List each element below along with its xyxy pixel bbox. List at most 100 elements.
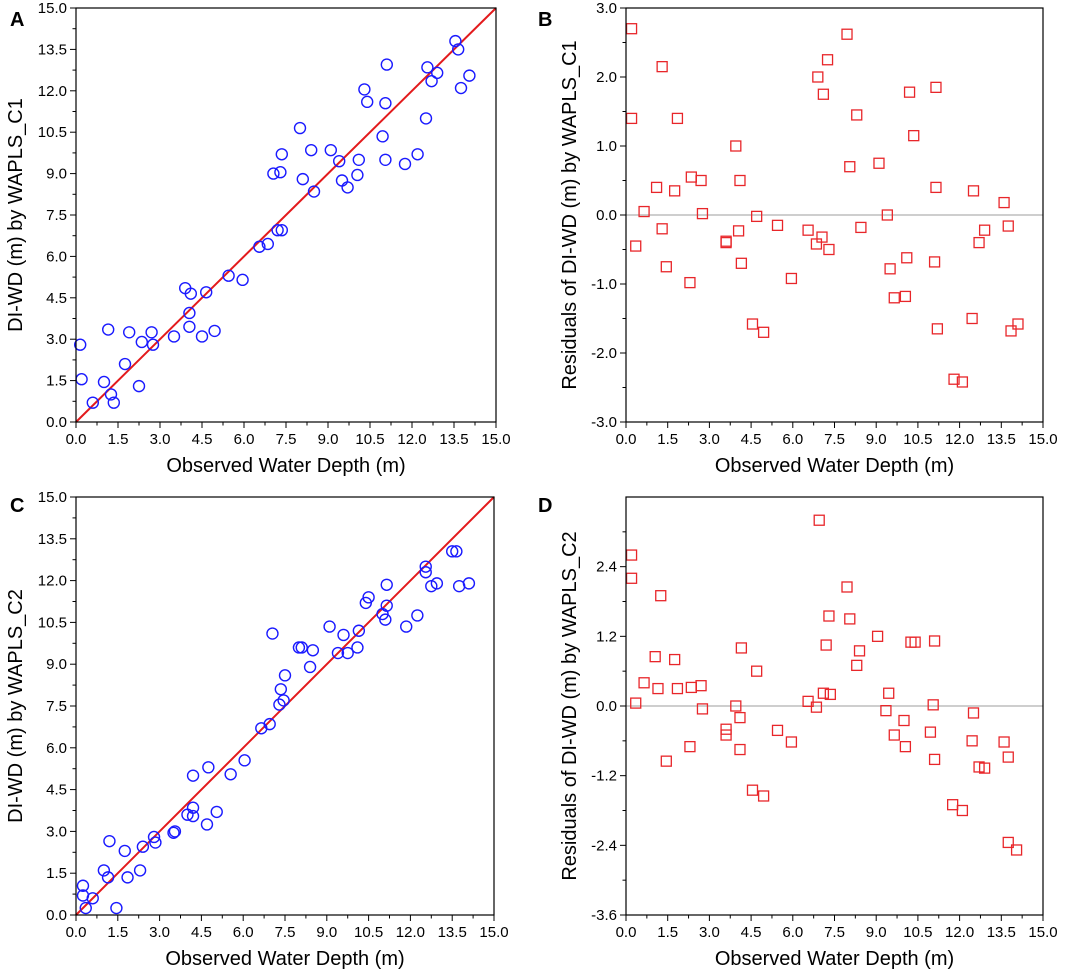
data-point <box>449 34 462 48</box>
x-tick-label: 6.0 <box>782 431 803 448</box>
data-point <box>450 545 463 558</box>
data-point <box>266 627 279 640</box>
data-point <box>324 143 337 157</box>
data-point <box>734 711 746 724</box>
x-axis-title: Observed Water Depth (m) <box>165 948 404 970</box>
data-point <box>183 320 196 333</box>
data-point <box>133 864 147 877</box>
data-point <box>730 140 742 152</box>
data-point <box>167 826 180 839</box>
data-point <box>978 762 991 774</box>
data-point <box>1002 751 1014 763</box>
data-point <box>771 724 784 737</box>
data-point <box>267 167 280 180</box>
x-tick-label: 9.0 <box>316 924 337 941</box>
data-point <box>771 219 784 232</box>
x-tick-label: 4.5 <box>741 924 762 941</box>
x-tick-label: 0.0 <box>616 431 637 448</box>
x-tick-label: 15.0 <box>1028 924 1057 941</box>
data-point <box>966 735 978 747</box>
x-tick-label: 3.0 <box>149 924 170 941</box>
data-point <box>732 225 745 237</box>
x-tick-label: 1.5 <box>657 431 678 448</box>
data-point <box>735 257 748 269</box>
x-tick-label: 7.5 <box>824 431 845 448</box>
data-point <box>352 153 365 167</box>
data-point <box>380 599 393 612</box>
data-point <box>1002 220 1014 232</box>
data-point <box>924 726 937 738</box>
data-point <box>625 549 638 561</box>
data-point <box>696 207 709 220</box>
data-point <box>307 185 321 198</box>
data-point <box>966 312 978 325</box>
data-point <box>967 185 980 197</box>
data-point <box>238 754 251 767</box>
data-point <box>873 157 885 169</box>
data-point <box>331 646 345 660</box>
data-point <box>186 769 200 782</box>
data-point <box>376 130 389 143</box>
x-tick-label: 0.0 <box>66 924 87 941</box>
y-tick-label: 9.0 <box>46 656 67 673</box>
panel-b-letter: B <box>538 9 552 31</box>
data-point <box>398 157 412 171</box>
data-point <box>118 357 132 371</box>
data-point <box>746 784 759 796</box>
points-b <box>625 23 1024 388</box>
data-point <box>931 323 944 335</box>
data-point <box>812 71 824 83</box>
data-point <box>851 109 863 121</box>
data-point <box>695 680 707 692</box>
data-point <box>696 703 709 715</box>
x-tick-label: 15.0 <box>481 431 510 448</box>
x-tick-label: 6.0 <box>782 924 803 941</box>
y-tick-label: 4.5 <box>46 290 67 307</box>
data-point <box>1012 318 1024 330</box>
x-tick-label: 13.5 <box>987 924 1016 941</box>
x-tick-label: 10.5 <box>903 431 932 448</box>
data-point <box>1005 325 1017 337</box>
x-tick-label: 10.5 <box>354 924 383 941</box>
data-point <box>224 768 237 781</box>
data-point <box>928 635 941 647</box>
x-tick-label: 4.5 <box>741 431 762 448</box>
data-point <box>118 844 131 858</box>
panel-c-letter: C <box>10 495 24 517</box>
data-point <box>168 825 182 838</box>
y-tick-label: 13.5 <box>38 531 67 548</box>
data-point <box>103 834 116 848</box>
x-tick-label: 10.5 <box>355 431 384 448</box>
y-tick-label: 1.5 <box>46 373 67 390</box>
y-tick-label: 1.2 <box>596 628 617 645</box>
data-point <box>871 630 884 642</box>
data-point <box>853 645 866 657</box>
data-point <box>652 682 664 695</box>
data-point <box>684 740 696 753</box>
data-point <box>823 610 835 622</box>
y-tick-label: 12.0 <box>38 573 67 590</box>
data-point <box>650 181 663 194</box>
data-point <box>431 66 444 80</box>
data-point <box>1010 844 1023 856</box>
y-tick-label: 2.4 <box>596 559 617 576</box>
data-point <box>625 112 638 125</box>
y-tick-label: 7.5 <box>46 207 67 224</box>
points-c <box>76 545 476 915</box>
data-point <box>930 81 942 93</box>
y-tick-label: 2.0 <box>596 69 617 86</box>
data-point <box>817 88 830 100</box>
data-point <box>823 243 835 256</box>
data-point <box>86 396 100 409</box>
y-tick-label: 15.0 <box>38 489 67 506</box>
x-tick-label: 1.5 <box>107 924 128 941</box>
y-tick-label: -1.0 <box>591 276 617 293</box>
data-point <box>817 687 830 699</box>
data-point <box>379 97 392 110</box>
data-point <box>184 287 198 300</box>
data-point <box>930 181 942 194</box>
data-point <box>195 330 209 343</box>
data-point <box>208 324 221 338</box>
data-point <box>638 677 650 689</box>
